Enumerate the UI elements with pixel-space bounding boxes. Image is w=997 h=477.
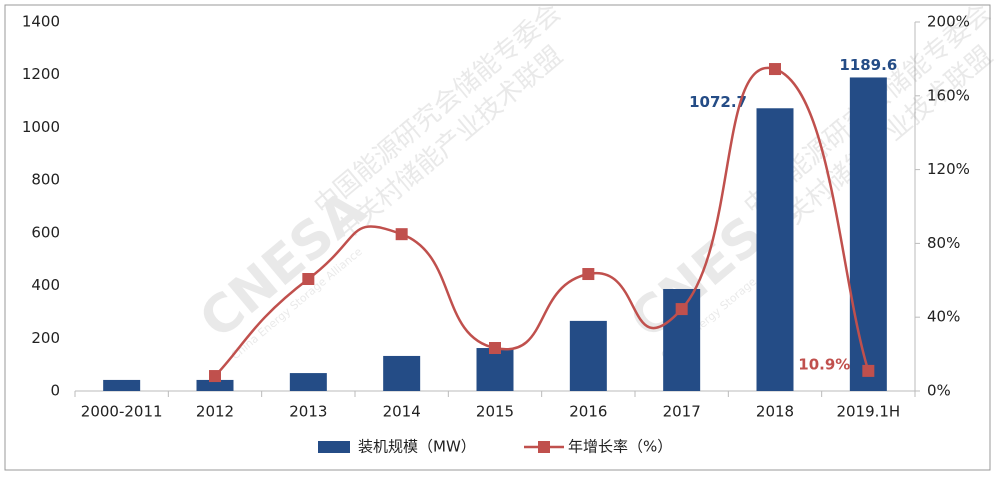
y2-tick-label: 80% [927, 234, 960, 252]
line-marker [675, 303, 688, 316]
x-tick-label: 2014 [383, 403, 421, 421]
bar [103, 379, 141, 391]
y-tick-label: 800 [31, 171, 60, 189]
legend-swatch [318, 441, 350, 453]
bar [756, 108, 794, 391]
y-tick-label: 1000 [22, 118, 60, 136]
y2-tick-label: 200% [927, 13, 970, 31]
y-tick-label: 0 [50, 382, 60, 400]
x-tick-label: 2012 [196, 403, 234, 421]
legend-swatch [538, 441, 550, 453]
bar [196, 379, 234, 391]
line-marker [582, 268, 595, 281]
bar-value-label: 1072.7 [689, 93, 747, 111]
legend-label: 年增长率（%） [568, 438, 672, 456]
bar [569, 320, 607, 391]
x-tick-label: 2019.1H [836, 403, 900, 421]
bar-value-label: 1189.6 [839, 56, 897, 74]
y-tick-label: 1400 [22, 13, 60, 31]
line-marker [302, 273, 315, 286]
line-marker [769, 63, 781, 76]
y2-tick-label: 160% [927, 86, 970, 104]
y-tick-label: 400 [31, 276, 60, 294]
bar [849, 77, 887, 391]
x-tick-label: 2017 [663, 403, 701, 421]
x-tick-label: 2016 [569, 403, 607, 421]
legend-label: 装机规模（MW） [358, 438, 476, 456]
x-tick-label: 2018 [756, 403, 794, 421]
x-tick-label: 2015 [476, 403, 514, 421]
bar [289, 373, 327, 391]
line-marker [489, 342, 501, 355]
y2-tick-label: 0% [927, 382, 951, 400]
line-value-label: 10.9% [798, 355, 850, 373]
chart-border [4, 4, 991, 471]
bar [476, 348, 514, 391]
x-tick-label: 2013 [289, 403, 327, 421]
line-marker [209, 370, 221, 383]
y-tick-label: 600 [31, 223, 60, 241]
y-tick-label: 200 [31, 329, 60, 347]
bar [383, 355, 421, 391]
y-tick-label: 1200 [22, 65, 60, 83]
y2-tick-label: 40% [927, 308, 960, 326]
x-tick-label: 2000-2011 [81, 403, 163, 421]
line-marker [395, 228, 408, 241]
line-marker [862, 364, 875, 377]
y2-tick-label: 120% [927, 160, 970, 178]
